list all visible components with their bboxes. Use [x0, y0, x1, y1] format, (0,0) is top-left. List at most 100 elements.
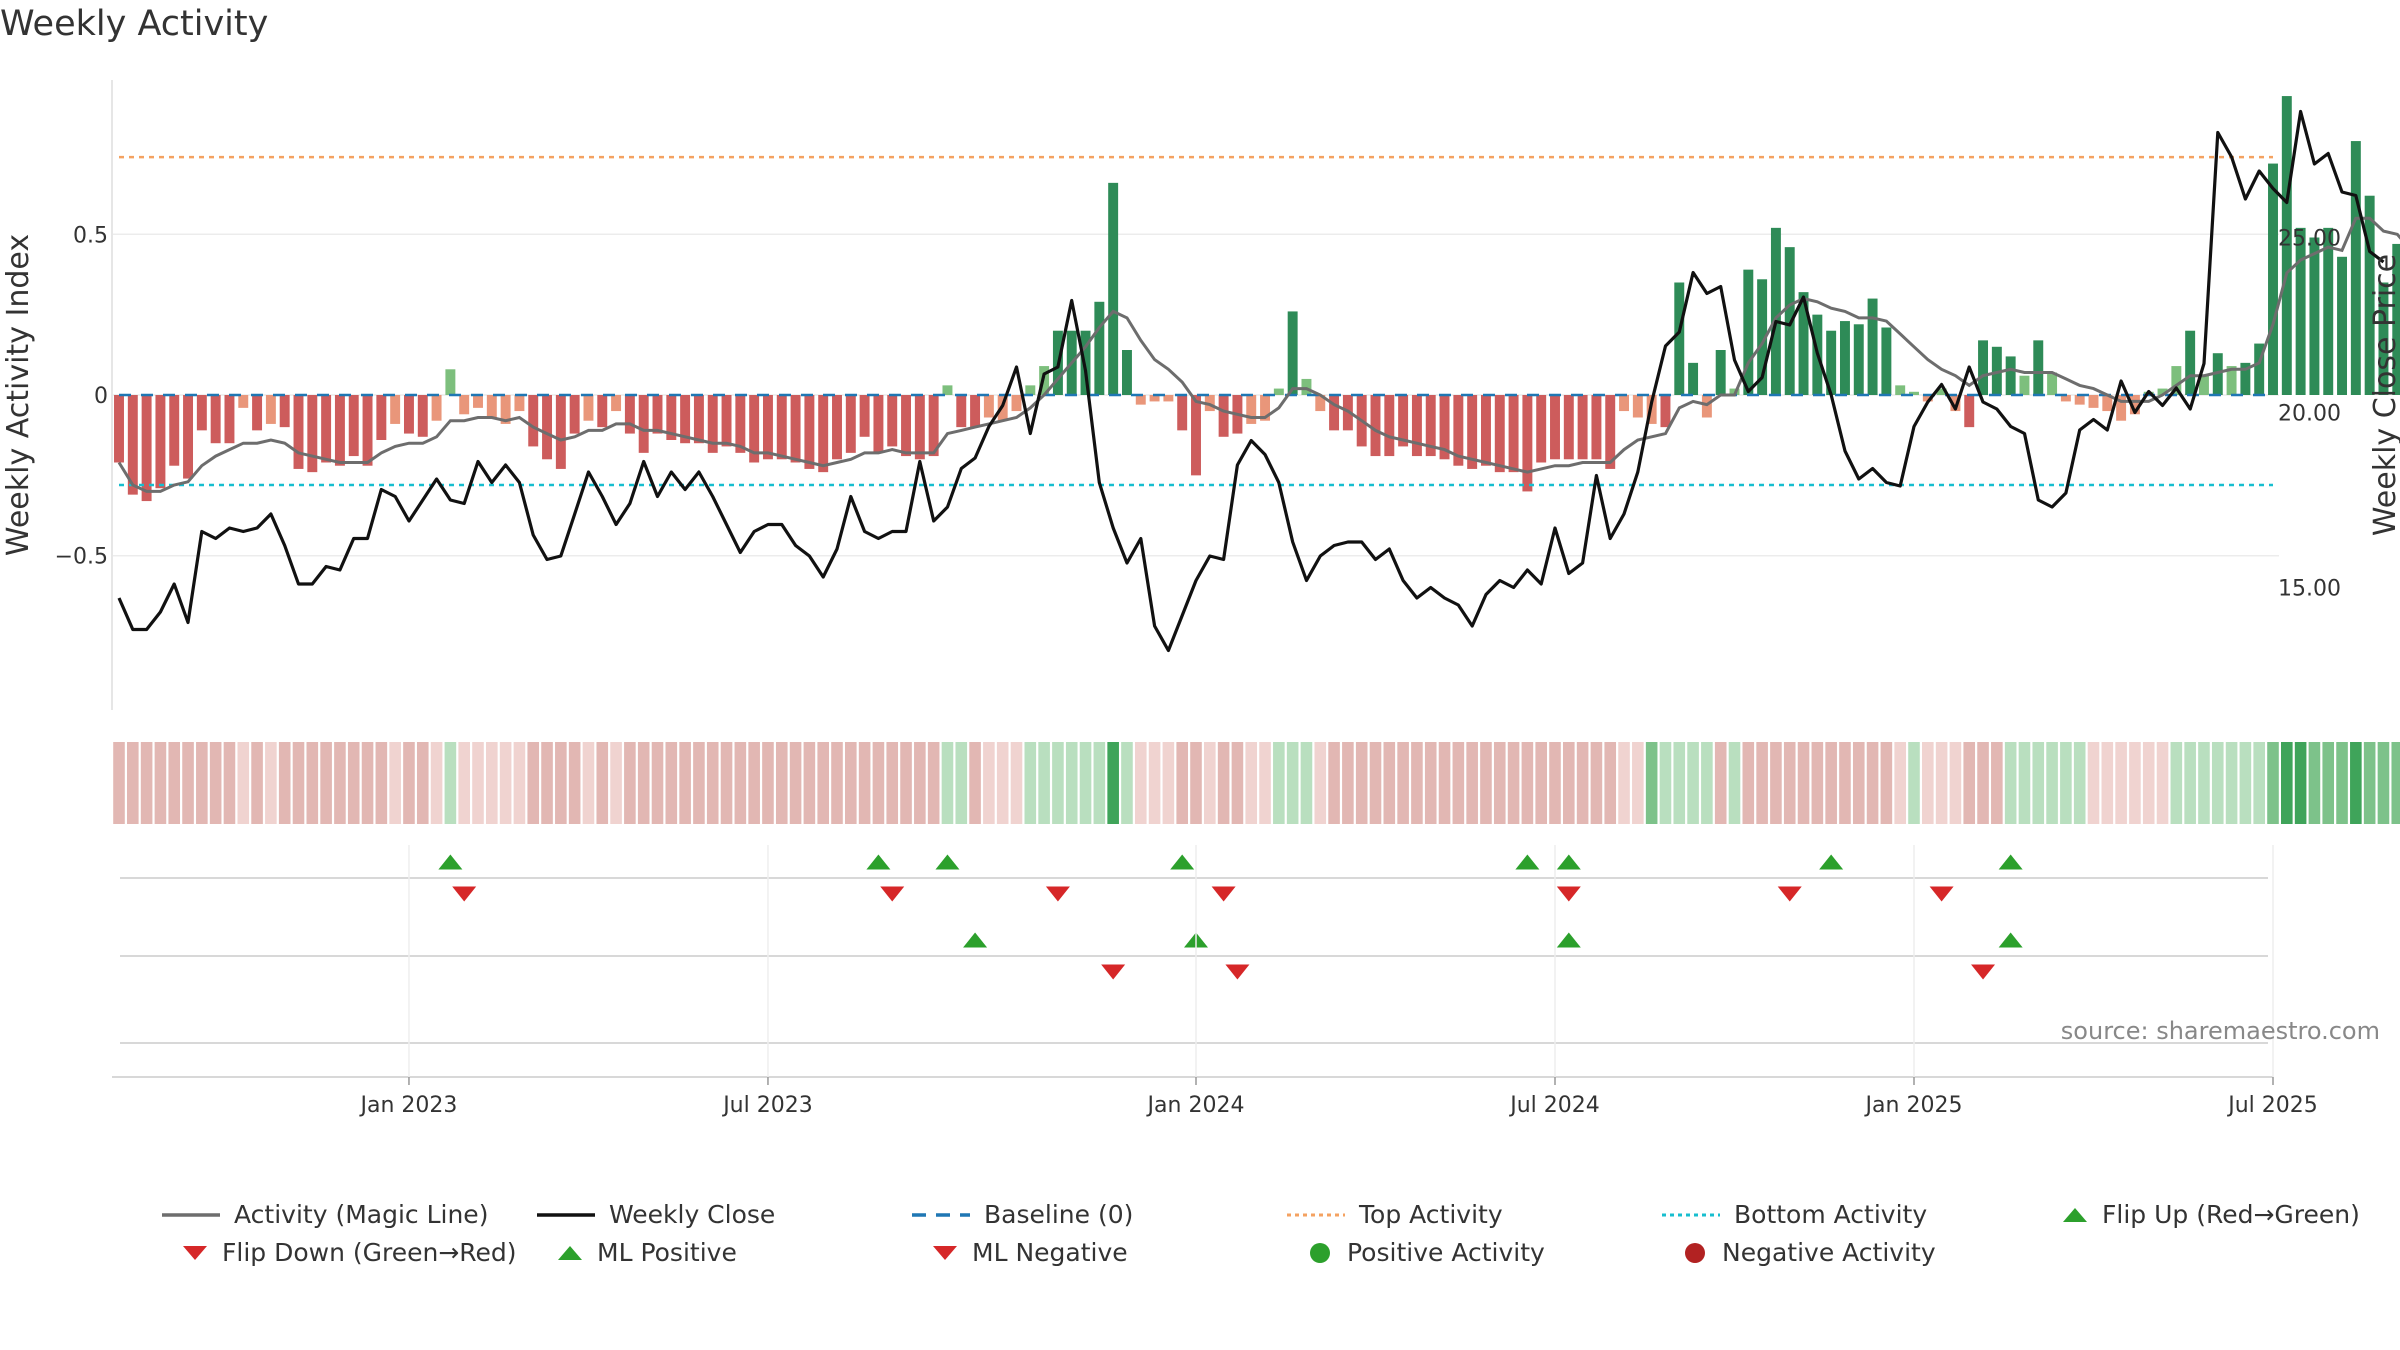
activity-bar: [597, 395, 608, 428]
activity-bar: [638, 395, 649, 453]
heat-cell: [1825, 742, 1837, 824]
heat-cell: [706, 742, 719, 824]
heat-cell: [2198, 742, 2210, 824]
heat-cell: [2308, 742, 2321, 824]
heat-cell: [2281, 742, 2293, 824]
activity-bar: [542, 395, 553, 460]
activity-bar: [2005, 356, 2016, 395]
activity-bar: [155, 395, 166, 489]
heat-cell: [555, 742, 567, 824]
activity-bar: [1370, 395, 1381, 457]
heat-cell: [914, 742, 926, 824]
flip-markers: [112, 854, 2273, 1078]
activity-bar: [693, 395, 704, 444]
activity-bar: [942, 385, 953, 395]
heat-cell: [1687, 742, 1699, 824]
legend-item: Activity (Magic Line): [160, 1200, 488, 1229]
heat-cell: [196, 742, 208, 824]
heat-cell: [1770, 742, 1782, 824]
heat-cell: [1728, 742, 1741, 824]
activity-bar: [2309, 237, 2320, 395]
heat-cell: [416, 742, 429, 824]
activity-bar: [1301, 378, 1312, 395]
heat-cell: [499, 742, 512, 824]
heat-cell: [624, 742, 636, 824]
activity-bar: [2323, 227, 2334, 395]
heat-cell: [1839, 742, 1851, 824]
heat-cell: [2115, 742, 2127, 824]
legend-item: Positive Activity: [1305, 1238, 1545, 1267]
heat-cell: [2322, 742, 2335, 824]
heat-cell: [1963, 742, 1976, 824]
heat-cell: [1811, 742, 1824, 824]
heat-cell: [361, 742, 374, 824]
legend-item: ML Positive: [555, 1238, 737, 1267]
heat-cell: [1273, 742, 1285, 824]
heat-cell: [1604, 742, 1617, 824]
activity-bar: [2364, 195, 2375, 395]
date-label: Jan 2025: [1864, 1093, 1963, 1118]
heat-cell: [969, 742, 981, 824]
heat-cell: [209, 742, 222, 824]
activity-bar: [2129, 395, 2140, 415]
activity-bar: [2212, 353, 2223, 395]
ml-positive-marker: [1998, 932, 2023, 948]
heat-cell: [2350, 742, 2362, 824]
activity-bar: [1191, 395, 1201, 476]
legend-label: Weekly Close: [609, 1200, 776, 1229]
heat-cell: [2377, 742, 2390, 824]
flip-down-marker: [1929, 886, 1954, 902]
heat-cell: [1093, 742, 1106, 824]
heat-cell: [1493, 742, 1506, 824]
activity-bar: [1688, 362, 1699, 395]
activity-bar: [2157, 388, 2168, 395]
activity-bar: [1743, 269, 1754, 395]
activity-bar: [1494, 395, 1505, 473]
activity-bar: [1536, 395, 1547, 463]
flip-up-marker: [1170, 854, 1195, 870]
heat-cell: [996, 742, 1009, 824]
activity-bar: [1770, 227, 1781, 395]
activity-heat-strip: [113, 742, 2400, 824]
heat-cell: [347, 742, 360, 824]
activity-bar: [1991, 346, 2002, 395]
heat-cell: [1797, 742, 1810, 824]
heat-cell: [1466, 742, 1478, 824]
activity-bar: [403, 395, 414, 434]
y-tick-label: −0.5: [55, 545, 108, 570]
legend-item: Flip Down (Green→Red): [180, 1238, 517, 1267]
heat-cell: [1866, 742, 1879, 824]
heat-cell: [1438, 742, 1451, 824]
y-tick-label: 0.5: [73, 223, 108, 248]
activity-bar: [1439, 395, 1450, 460]
legend-item: Top Activity: [1285, 1200, 1503, 1229]
date-label: Jan 2023: [359, 1093, 458, 1118]
activity-bar: [210, 395, 221, 444]
heat-cell: [1590, 742, 1603, 824]
activity-bar: [1135, 395, 1146, 405]
activity-bar: [624, 395, 635, 434]
activity-bar: [983, 395, 994, 418]
legend-label: ML Negative: [972, 1238, 1128, 1267]
heat-cell: [2101, 742, 2114, 824]
legend-item: Bottom Activity: [1660, 1200, 1927, 1229]
legend-label: ML Positive: [597, 1238, 737, 1267]
activity-bar: [762, 395, 773, 460]
heat-cell: [582, 742, 595, 824]
activity-bar: [790, 395, 801, 463]
activity-bar: [1550, 395, 1560, 460]
activity-bar: [445, 369, 456, 395]
activity-bar: [1909, 391, 1919, 395]
heat-cell: [1052, 742, 1064, 824]
heat-cell: [1977, 742, 1989, 824]
heat-cell: [1065, 742, 1078, 824]
heat-cell: [1908, 742, 1920, 824]
flip-up-marker: [935, 854, 960, 870]
heat-cell: [140, 742, 153, 824]
activity-bar: [114, 395, 124, 463]
heat-cell: [693, 742, 705, 824]
heat-cell: [265, 742, 277, 824]
heat-cell: [2087, 742, 2100, 824]
activity-bar: [818, 395, 829, 473]
heat-cell: [1576, 742, 1589, 824]
